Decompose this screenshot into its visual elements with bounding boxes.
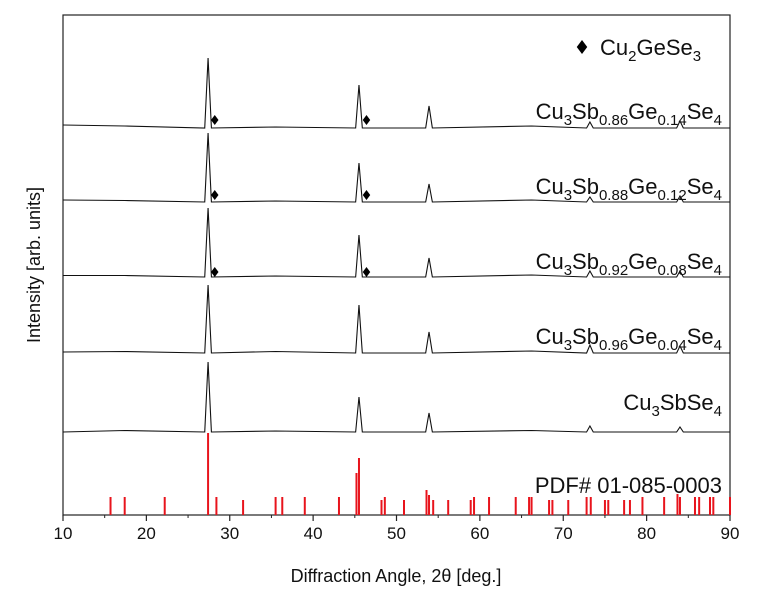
legend-marker (576, 40, 588, 54)
x-tick-label: 10 (54, 524, 73, 543)
xrd-trace (62, 57, 730, 129)
series-label: Cu3Sb0.96Ge0.04Se4 (536, 324, 722, 354)
impurity-marker (362, 267, 371, 277)
x-tick-label: 90 (721, 524, 740, 543)
series-label: Cu3Sb0.88Ge0.12Se4 (536, 174, 722, 204)
x-tick-label: 60 (470, 524, 489, 543)
series-label: Cu3Sb0.86Ge0.14Se4 (536, 99, 722, 129)
reference-label: PDF# 01-085-0003 (535, 473, 722, 498)
legend-label: Cu2GeSe3 (600, 35, 701, 65)
impurity-marker (210, 190, 219, 200)
impurity-marker (362, 190, 371, 200)
x-tick-label: 50 (387, 524, 406, 543)
x-tick-label: 30 (220, 524, 239, 543)
series-label: Cu3SbSe4 (623, 390, 722, 420)
impurity-marker (362, 115, 371, 125)
xrd-trace (62, 132, 730, 203)
xrd-trace (62, 361, 730, 433)
x-tick-label: 70 (554, 524, 573, 543)
impurity-marker (210, 115, 219, 125)
x-axis-label: Diffraction Angle, 2θ [deg.] (291, 566, 502, 586)
impurity-marker (210, 267, 219, 277)
x-tick-label: 20 (137, 524, 156, 543)
x-tick-label: 40 (304, 524, 323, 543)
series-label: Cu3Sb0.92Ge0.08Se4 (536, 249, 722, 279)
xrd-trace (63, 207, 730, 278)
x-tick-label: 80 (637, 524, 656, 543)
y-axis-label: Intensity [arb. units] (24, 187, 44, 343)
xrd-trace (62, 284, 730, 354)
